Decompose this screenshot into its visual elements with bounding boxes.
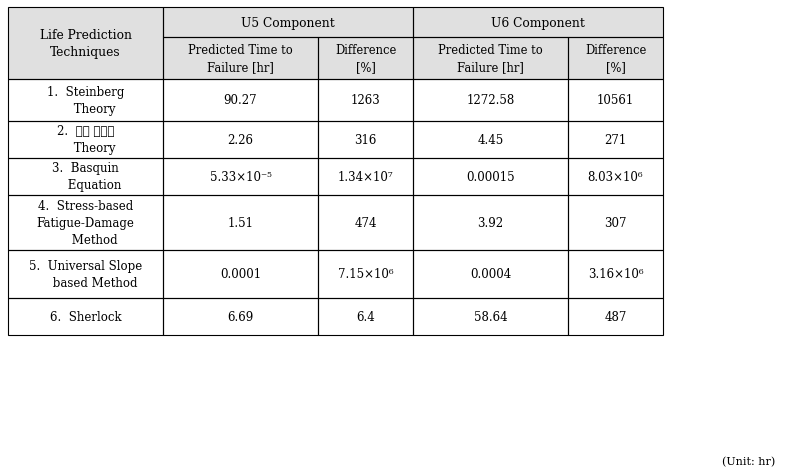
Bar (8, 122, 163, 159)
Bar (163, 38, 318, 80)
Text: 10561: 10561 (597, 94, 634, 107)
Bar (163, 80, 318, 122)
Bar (318, 38, 413, 80)
Text: 6.69: 6.69 (228, 310, 254, 323)
Bar (163, 196, 318, 250)
Text: Difference
[%]: Difference [%] (585, 44, 646, 74)
Bar (413, 38, 568, 80)
Text: 1263: 1263 (351, 94, 381, 107)
Bar (413, 80, 568, 122)
Bar (8, 250, 163, 298)
Bar (413, 159, 568, 196)
Text: 1.  Steinberg
     Theory: 1. Steinberg Theory (47, 86, 124, 116)
Bar (413, 8, 663, 38)
Text: (Unit: hr): (Unit: hr) (721, 456, 775, 466)
Text: Life Prediction
Techniques: Life Prediction Techniques (39, 29, 132, 59)
Text: 7.15×10⁶: 7.15×10⁶ (338, 268, 393, 281)
Text: 1.51: 1.51 (228, 217, 254, 229)
Bar (568, 80, 663, 122)
Text: U5 Component: U5 Component (241, 17, 335, 30)
Text: 2.  임계 변형률
     Theory: 2. 임계 변형률 Theory (55, 125, 115, 155)
Bar (163, 159, 318, 196)
Text: 58.64: 58.64 (473, 310, 507, 323)
Bar (8, 80, 163, 122)
Text: 4.45: 4.45 (477, 134, 504, 147)
Bar (413, 38, 568, 80)
Text: 474: 474 (354, 217, 377, 229)
Bar (413, 298, 568, 335)
Bar (318, 122, 413, 159)
Bar (568, 298, 663, 335)
Text: 0.0004: 0.0004 (470, 268, 511, 281)
Bar (163, 298, 318, 335)
Text: 6.4: 6.4 (356, 310, 375, 323)
Bar (8, 298, 163, 335)
Bar (413, 8, 663, 38)
Bar (413, 196, 568, 250)
Bar (568, 122, 663, 159)
Text: 3.16×10⁶: 3.16×10⁶ (588, 268, 644, 281)
Text: Predicted Time to
Failure [hr]: Predicted Time to Failure [hr] (188, 44, 293, 74)
Bar (413, 250, 568, 298)
Text: 307: 307 (604, 217, 626, 229)
Bar (568, 38, 663, 80)
Text: 5.33×10⁻⁵: 5.33×10⁻⁵ (210, 170, 272, 184)
Bar (318, 38, 413, 80)
Text: Difference
[%]: Difference [%] (335, 44, 396, 74)
Text: 90.27: 90.27 (224, 94, 257, 107)
Text: 271: 271 (604, 134, 626, 147)
Text: U6 Component: U6 Component (491, 17, 585, 30)
Bar (163, 8, 413, 38)
Text: 0.0001: 0.0001 (220, 268, 261, 281)
Bar (163, 38, 318, 80)
Text: 0.00015: 0.00015 (466, 170, 515, 184)
Text: 6.  Sherlock: 6. Sherlock (49, 310, 122, 323)
Text: 3.  Basquin
     Equation: 3. Basquin Equation (49, 162, 122, 192)
Text: 2.26: 2.26 (228, 134, 254, 147)
Text: 5.  Universal Slope
     based Method: 5. Universal Slope based Method (29, 259, 142, 289)
Text: 1272.58: 1272.58 (466, 94, 515, 107)
Bar (568, 38, 663, 80)
Text: Predicted Time to
Failure [hr]: Predicted Time to Failure [hr] (438, 44, 543, 74)
Bar (568, 250, 663, 298)
Text: 8.03×10⁶: 8.03×10⁶ (588, 170, 644, 184)
Text: 3.92: 3.92 (477, 217, 503, 229)
Bar (163, 122, 318, 159)
Bar (413, 122, 568, 159)
Bar (8, 8, 163, 80)
Text: 316: 316 (354, 134, 377, 147)
Bar (8, 196, 163, 250)
Bar (318, 298, 413, 335)
Bar (8, 159, 163, 196)
Bar (318, 80, 413, 122)
Bar (163, 250, 318, 298)
Bar (568, 159, 663, 196)
Bar (8, 8, 163, 80)
Bar (568, 196, 663, 250)
Bar (318, 250, 413, 298)
Bar (318, 159, 413, 196)
Bar (163, 8, 413, 38)
Text: 4.  Stress-based
Fatigue-Damage
     Method: 4. Stress-based Fatigue-Damage Method (37, 199, 134, 247)
Text: 487: 487 (604, 310, 626, 323)
Bar (318, 196, 413, 250)
Text: 1.34×10⁷: 1.34×10⁷ (338, 170, 393, 184)
